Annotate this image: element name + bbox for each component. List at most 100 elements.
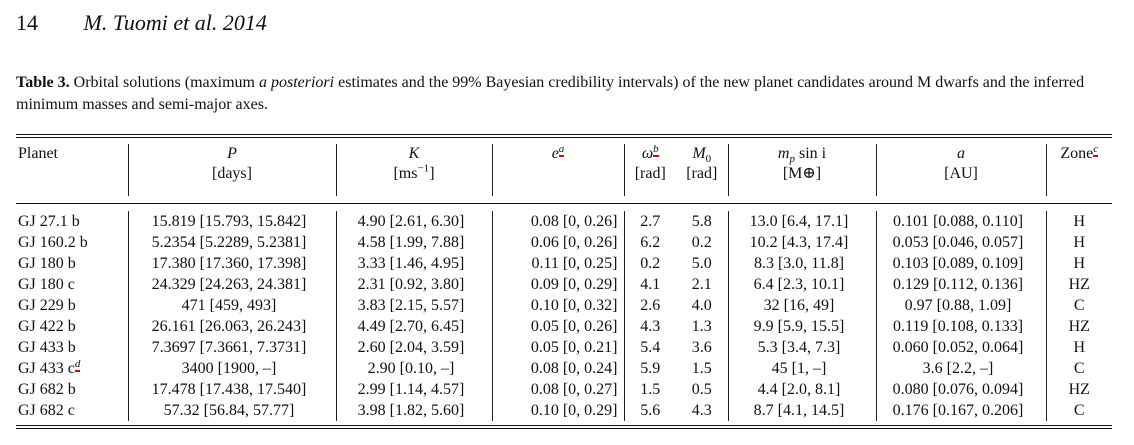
cell-e: 0.06 [0, 0.26]	[491, 232, 624, 253]
cell-planet: GJ 682 c	[18, 402, 75, 419]
table-row: GJ 160.2 b 5.2354 [5.2289, 5.2381] 4.58 [1…	[16, 232, 1112, 253]
cell-zone: H	[1045, 232, 1112, 253]
col-mean-anomaly: M0 [rad]	[686, 145, 718, 182]
cell-e: 0.10 [0, 0.32]	[491, 295, 624, 316]
cell-planet: GJ 229 b	[18, 297, 76, 314]
cell-mp: 9.9 [5.9, 15.5]	[727, 316, 876, 337]
running-title: M. Tuomi et al. 2014	[83, 10, 267, 35]
cell-w: 0.2	[623, 253, 676, 274]
top-rule-2	[16, 137, 1112, 138]
cell-M0: 4.0	[691, 297, 712, 314]
caption-text-b: a posteriori	[258, 74, 335, 91]
cell-mp: 6.4 [2.3, 10.1]	[727, 274, 876, 295]
cell-zone: C	[1045, 400, 1112, 421]
cell-P: 471 [459, 493]	[127, 295, 336, 316]
cell-zone: H	[1045, 337, 1112, 358]
cell-e: 0.05 [0, 0.26]	[491, 316, 624, 337]
table-row: GJ 433 b 7.3697 [7.3661, 7.3731] 2.60 [2.0…	[16, 337, 1112, 358]
caption-text-c: estimates and the 99% Bayesian credibili…	[16, 74, 1085, 113]
cell-a: 0.101 [0.088, 0.110]	[875, 211, 1046, 232]
table-row: GJ 229 b 471 [459, 493] 3.83 [2.15, 5.57] 0…	[16, 295, 1112, 316]
cell-K: 4.58 [1.99, 7.88]	[335, 232, 492, 253]
cell-K: 3.83 [2.15, 5.57]	[335, 295, 492, 316]
table-row: GJ 180 b 17.380 [17.360, 17.398] 3.33 [1.4…	[16, 253, 1112, 274]
cell-mp: 8.3 [3.0, 11.8]	[727, 253, 876, 274]
table-row: GJ 180 c 24.329 [24.263, 24.381] 2.31 [0.9…	[16, 274, 1112, 295]
cell-K: 3.98 [1.82, 5.60]	[335, 400, 492, 421]
cell-M0: 1.3	[691, 318, 712, 335]
col-planet: Planet	[18, 145, 58, 162]
cell-w: 5.9	[623, 358, 676, 379]
cell-w: 5.6	[623, 400, 676, 421]
cell-K: 2.31 [0.92, 3.80]	[335, 274, 492, 295]
table-row: GJ 682 c 57.32 [56.84, 57.77] 3.98 [1.82, …	[16, 400, 1112, 421]
cell-a: 0.129 [0.112, 0.136]	[875, 274, 1046, 295]
cell-P: 24.329 [24.263, 24.381]	[127, 274, 336, 295]
caption-text-a: Orbital solutions (maximum	[73, 74, 255, 91]
cell-K: 4.90 [2.61, 6.30]	[335, 211, 492, 232]
cell-M0: 5.0	[691, 255, 712, 272]
cell-a: 0.060 [0.052, 0.064]	[875, 337, 1046, 358]
cell-zone: C	[1045, 358, 1112, 379]
cell-mp: 45 [1, –]	[727, 358, 876, 379]
cell-zone: C	[1045, 295, 1112, 316]
cell-a: 3.6 [2.2, –]	[875, 358, 1046, 379]
cell-e: 0.08 [0, 0.26]	[491, 211, 624, 232]
cell-e: 0.08 [0, 0.24]	[491, 358, 624, 379]
col-period: P [days]	[127, 144, 336, 196]
table-row: GJ 422 b 26.161 [26.063, 26.243] 4.49 [2.7…	[16, 316, 1112, 337]
cell-a: 0.080 [0.076, 0.094]	[875, 379, 1046, 400]
cell-mp: 10.2 [4.3, 17.4]	[727, 232, 876, 253]
cell-a: 0.176 [0.167, 0.206]	[875, 400, 1046, 421]
cell-K: 3.33 [1.46, 4.95]	[335, 253, 492, 274]
cell-planet: GJ 433 cd	[18, 357, 81, 377]
cell-M0: 4.3	[691, 402, 712, 419]
cell-zone: H	[1045, 211, 1112, 232]
cell-K: 2.60 [2.04, 3.59]	[335, 337, 492, 358]
col-semi-major-axis: a [AU]	[875, 144, 1046, 196]
col-zone: Zonec	[1045, 142, 1112, 196]
cell-w: 1.5	[623, 379, 676, 400]
cell-e: 0.10 [0, 0.29]	[491, 400, 624, 421]
caption-label: Table 3.	[16, 74, 70, 91]
cell-e: 0.05 [0, 0.21]	[491, 337, 624, 358]
cell-zone: HZ	[1045, 379, 1112, 400]
cell-mp: 32 [16, 49]	[727, 295, 876, 316]
col-semi-amplitude: K [ms−1]	[335, 144, 492, 196]
top-rule-1	[16, 134, 1112, 135]
cell-a: 0.119 [0.108, 0.133]	[875, 316, 1046, 337]
cell-P: 15.819 [15.793, 15.842]	[127, 211, 336, 232]
cell-e: 0.09 [0, 0.29]	[491, 274, 624, 295]
col-min-mass: mp sin i [M⊕]	[727, 144, 876, 196]
cell-zone: HZ	[1045, 316, 1112, 337]
cell-M0: 1.5	[691, 360, 712, 377]
header-row: Planet P [days] K [ms−1] ea ωb [rad] M0 [rad…	[16, 142, 1112, 196]
cell-K: 4.49 [2.70, 6.45]	[335, 316, 492, 337]
cell-mp: 8.7 [4.1, 14.5]	[727, 400, 876, 421]
cell-w: 5.4	[623, 337, 676, 358]
cell-P: 57.32 [56.84, 57.77]	[127, 400, 336, 421]
cell-M0: 3.6	[691, 339, 712, 356]
cell-P: 17.478 [17.438, 17.540]	[127, 379, 336, 400]
cell-a: 0.97 [0.88, 1.09]	[875, 295, 1046, 316]
cell-planet: GJ 433 b	[18, 339, 76, 356]
cell-mp: 4.4 [2.0, 8.1]	[727, 379, 876, 400]
cell-w: 2.7	[623, 211, 676, 232]
cell-planet: GJ 180 c	[18, 276, 75, 293]
cell-zone: H	[1045, 253, 1112, 274]
cell-a: 0.053 [0.046, 0.057]	[875, 232, 1046, 253]
bottom-rule-2	[16, 428, 1112, 429]
cell-mp: 13.0 [6.4, 17.1]	[727, 211, 876, 232]
cell-P: 3400 [1900, –]	[127, 358, 336, 379]
table-row: GJ 27.1 b 15.819 [15.793, 15.842] 4.90 [2.…	[16, 211, 1112, 232]
cell-P: 17.380 [17.360, 17.398]	[127, 253, 336, 274]
planet-footnote-mark: d	[74, 357, 81, 372]
orbital-solutions-table: Planet P [days] K [ms−1] ea ωb [rad] M0 [rad…	[16, 142, 1112, 421]
cell-planet: GJ 682 b	[18, 381, 76, 398]
col-omega: ωb [rad]	[623, 142, 676, 196]
table-row: GJ 682 b 17.478 [17.438, 17.540] 2.99 [1.1…	[16, 379, 1112, 400]
table-caption: Table 3. Orbital solutions (maximum a po…	[16, 72, 1116, 116]
cell-e: 0.11 [0, 0.25]	[491, 253, 624, 274]
cell-mp: 5.3 [3.4, 7.3]	[727, 337, 876, 358]
cell-w: 6.2	[623, 232, 676, 253]
